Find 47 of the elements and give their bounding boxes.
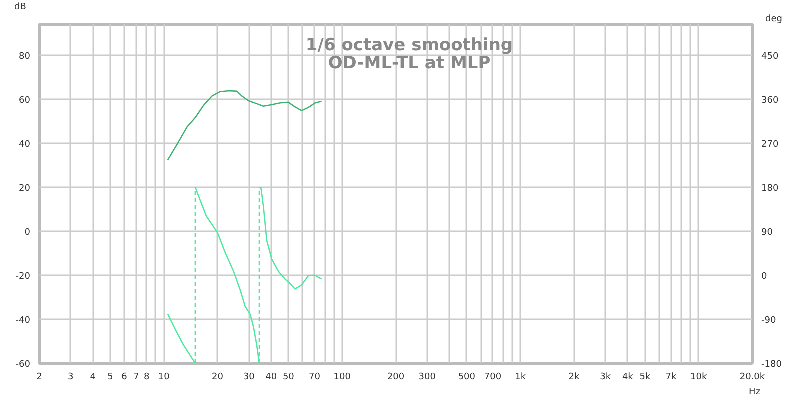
y2-tick-label: -90	[762, 316, 776, 326]
x-tick-label: 70	[309, 372, 321, 382]
x-tick-label: 300	[418, 372, 436, 382]
x-tick-label: 1k	[515, 372, 527, 382]
x-tick-label: 20	[212, 372, 224, 382]
x-tick-label: 500	[458, 372, 476, 382]
x-tick-label: 4k	[622, 372, 634, 382]
y-tick-label: 0	[24, 228, 31, 238]
x-tick-label: 10	[158, 372, 170, 382]
x-tick-label: 6	[122, 372, 128, 382]
y-tick-label: -40	[16, 316, 31, 326]
y-tick-label: -20	[16, 272, 31, 282]
x-tick-label: 30	[243, 372, 256, 382]
y-axis-title: dB	[14, 2, 26, 12]
y2-tick-label: 90	[762, 228, 774, 238]
x-tick-label: 3k	[600, 372, 612, 382]
text: OD-ML-TL at MLP	[328, 54, 491, 74]
x-tick-label: 10k	[690, 372, 708, 382]
x-tick-label: 20.0k	[740, 372, 766, 382]
x-tick-label: 200	[387, 372, 405, 382]
x-tick-label: 100	[334, 372, 352, 382]
x-tick-label: 4	[90, 372, 96, 382]
y2-tick-label: 0	[762, 272, 768, 282]
y2-tick-label: 450	[762, 52, 779, 62]
x-tick-label: 50	[282, 372, 295, 382]
y2-tick-label: 270	[762, 140, 779, 150]
x-tick-label: 5	[108, 372, 114, 382]
y2-axis-title: deg	[766, 14, 783, 24]
y2-tick-label: 360	[762, 96, 779, 106]
x-tick-label: 2k	[568, 372, 581, 382]
y-tick-label: 20	[19, 184, 31, 194]
x-tick-label: 40	[266, 372, 278, 382]
y-tick-label: 80	[19, 52, 31, 62]
x-tick-label: 7k	[666, 372, 678, 382]
y2-tick-label: 180	[762, 184, 779, 194]
x-tick-label: 700	[484, 372, 502, 382]
x-tick-label: 7	[134, 372, 140, 382]
y2-tick-label: -180	[762, 360, 782, 370]
x-tick-label: 2	[36, 372, 42, 382]
y-tick-label: 60	[19, 96, 31, 106]
x-tick-label: 8	[144, 372, 150, 382]
x-tick-label: 3	[68, 372, 74, 382]
x-axis-title: Hz	[749, 388, 761, 397]
text: 1/6 octave smoothing	[306, 36, 514, 56]
y-tick-label: -60	[16, 360, 31, 370]
x-tick-label: 5k	[640, 372, 652, 382]
y-tick-label: 40	[19, 140, 31, 150]
